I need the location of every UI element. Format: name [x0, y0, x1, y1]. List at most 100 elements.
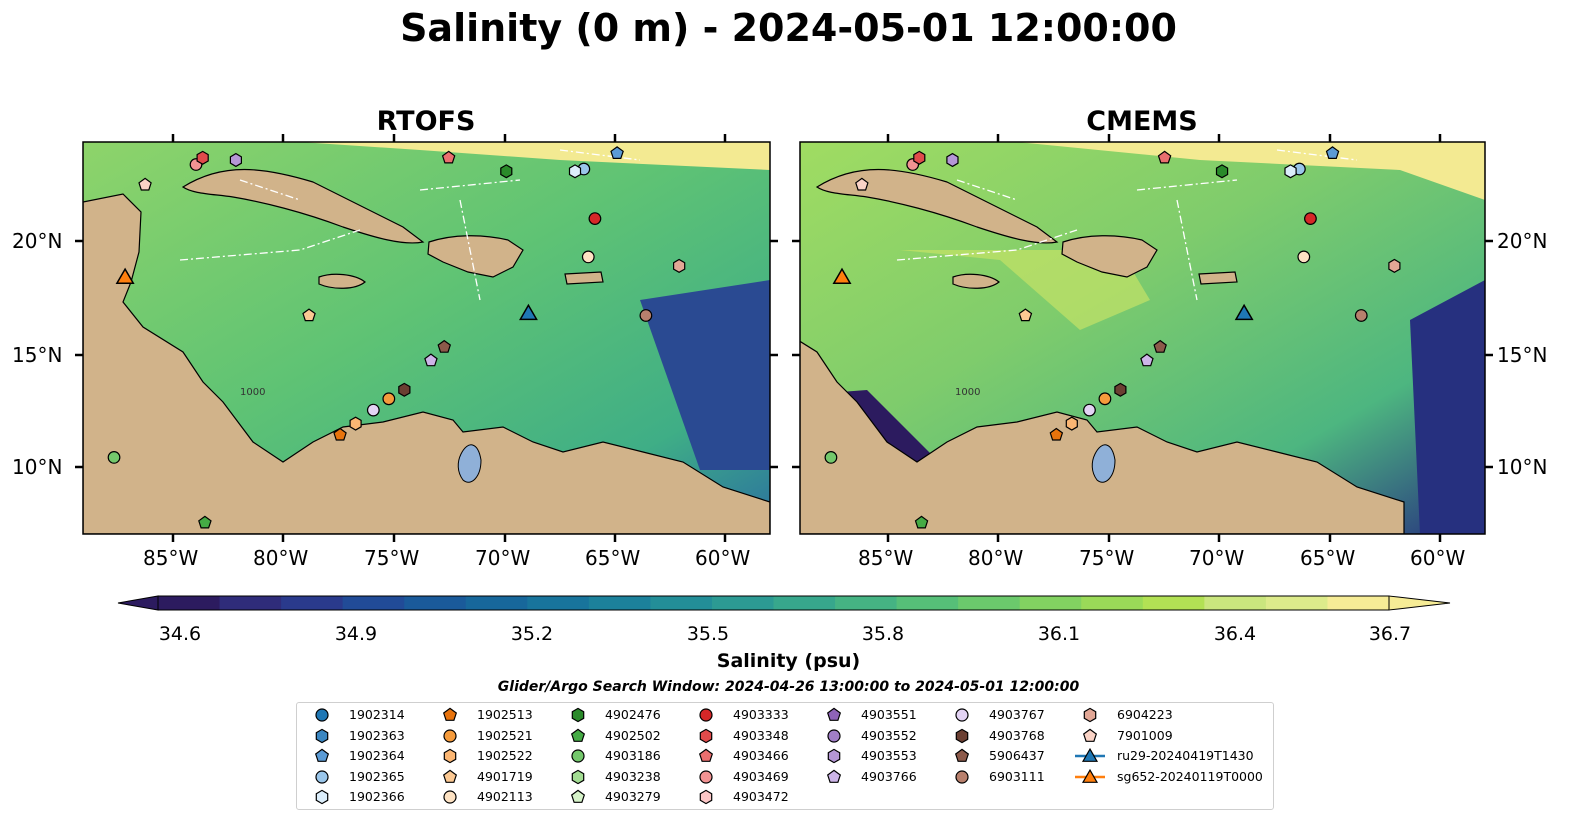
colorbar-segment: [1019, 596, 1082, 610]
map-marker-4903768: [1114, 382, 1127, 397]
map-marker-1902366: [568, 164, 582, 179]
legend-marker-icon: [315, 769, 329, 784]
map-marker-5906437: [1153, 339, 1167, 353]
lon-tick-label: 60°W: [695, 546, 751, 570]
colorbar-segment: [896, 596, 959, 610]
colorbar-tick-label: 36.1: [1037, 623, 1081, 645]
legend-marker-icon: [954, 748, 970, 762]
map-marker-sg652-20240119T0000: [832, 267, 852, 285]
lon-tick-label: 60°W: [1410, 546, 1466, 570]
search-window-caption: Glider/Argo Search Window: 2024-04-26 13…: [497, 679, 1080, 695]
map-marker-4903767: [366, 403, 380, 417]
map-marker-1902364: [1325, 146, 1340, 159]
colorbar-tick-label: 34.9: [334, 623, 378, 645]
map-marker-6903111: [1354, 309, 1368, 322]
legend-label: 6904223: [1117, 707, 1173, 722]
legend-label: 4901719: [477, 768, 533, 784]
lat-tick-label: 15°N: [1497, 343, 1548, 367]
colorbar-tick-label: 35.8: [861, 623, 905, 645]
legend-marker-icon: [827, 728, 841, 743]
panel-title-cmems: CMEMS: [1086, 106, 1198, 137]
map-marker-4902476: [1215, 164, 1229, 179]
main-title: Salinity (0 m) - 2024-05-01 12:00:00: [400, 6, 1177, 50]
legend-marker-icon: [699, 728, 713, 743]
map-marker-sg652-20240119T0000: [115, 267, 135, 285]
colorbar: [117, 595, 1451, 611]
legend-label: 4903238: [605, 768, 661, 784]
panel-title-rtofs: RTOFS: [376, 106, 476, 137]
colorbar-segment: [711, 596, 775, 610]
map-marker-4902502: [198, 515, 212, 529]
map-marker-6903111: [639, 309, 653, 322]
map-marker-4902113: [1297, 250, 1311, 264]
legend-label: 4903186: [605, 748, 661, 763]
colorbar-segment: [465, 596, 528, 610]
colorbar-segment: [958, 596, 1021, 610]
legend-label: 4902113: [477, 789, 533, 804]
map-marker-7901009: [855, 177, 869, 191]
legend-marker-icon: [314, 748, 330, 762]
colorbar-segment: [1204, 596, 1267, 610]
lon-tick-label: 85°W: [143, 546, 199, 570]
legend-marker-icon: [1075, 768, 1105, 783]
colorbar-tick-label: 36.4: [1213, 623, 1257, 645]
lon-tick-label: 75°W: [1079, 546, 1135, 570]
legend-marker-icon: [827, 748, 841, 764]
colorbar-segment: [158, 596, 221, 610]
lat-tick-label: 15°N: [12, 343, 63, 367]
lon-tick-label: 65°W: [1300, 546, 1356, 570]
colorbar-tick-label: 35.2: [510, 623, 554, 645]
legend: 1902314 1902363 1902364 1902365 1902366 19025…: [296, 702, 1274, 810]
legend-label: 6903111: [989, 768, 1045, 784]
legend-marker-icon: [955, 728, 969, 743]
legend-marker-icon: [955, 708, 969, 722]
map-marker-1902521: [1098, 392, 1112, 406]
legend-label: 1902366: [349, 789, 405, 804]
map-marker-4901719: [302, 308, 316, 322]
map-marker-4903186: [824, 451, 838, 464]
legend-marker-icon: [315, 708, 329, 722]
map-marker-4902502: [914, 515, 929, 529]
colorbar-segment: [835, 596, 898, 610]
legend-label: 1902513: [477, 707, 533, 722]
map-marker-4903186: [107, 451, 121, 464]
colorbar-segment: [404, 596, 467, 610]
map-marker-1902366: [1284, 164, 1297, 179]
map-marker-1902364: [610, 146, 624, 159]
lon-tick-label: 70°W: [475, 546, 531, 570]
contour-label-cmems: 1000: [955, 387, 980, 398]
markers-rtofs: [107, 146, 686, 529]
colorbar-segment: [219, 596, 282, 610]
legend-marker-icon: [826, 707, 842, 721]
lon-tick-label: 80°W: [968, 546, 1024, 570]
map-marker-6904223: [672, 258, 686, 273]
legend-label: 4903348: [733, 727, 789, 743]
legend-label: 1902521: [477, 727, 533, 743]
map-marker-4903768: [398, 382, 411, 397]
legend-marker-icon: [570, 728, 586, 742]
legend-label: 4903472: [733, 789, 789, 804]
legend-label: 4903551: [861, 707, 917, 722]
legend-label: 4903553: [861, 748, 917, 763]
legend-marker-icon: [698, 748, 714, 762]
legend-label: ru29-20240419T1430: [1117, 748, 1254, 763]
legend-label: 4903469: [733, 768, 789, 784]
legend-label: 4903768: [989, 727, 1045, 743]
lon-tick-label: 70°W: [1189, 546, 1245, 570]
map-marker-4903348: [913, 150, 926, 165]
map-marker-4903767: [1083, 403, 1096, 417]
map-marker-4903766: [1140, 353, 1154, 367]
colorbar-segment: [1265, 596, 1329, 610]
legend-marker-icon: [570, 789, 586, 803]
legend-marker-icon: [443, 728, 457, 743]
colorbar-tick-label: 36.7: [1368, 623, 1412, 645]
colorbar-segment: [1327, 596, 1390, 610]
legend-marker-icon: [1075, 747, 1105, 762]
map-marker-6904223: [1388, 258, 1401, 273]
map-marker-4903766: [424, 353, 438, 367]
legend-marker-icon: [571, 769, 585, 784]
legend-label: 4903552: [861, 727, 917, 743]
colorbar-tick-label: 34.6: [158, 623, 202, 645]
map-marker-ru29-20240419T1430: [1234, 303, 1254, 321]
lat-tick-label: 10°N: [1497, 455, 1548, 479]
